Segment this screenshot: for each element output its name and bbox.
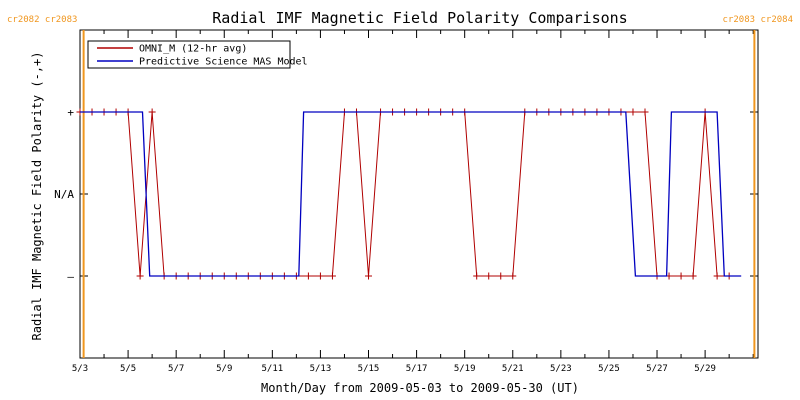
data-point-marker (148, 108, 156, 116)
x-tick-label: 5/27 (646, 364, 668, 374)
data-point-marker (365, 272, 373, 280)
carrington-label: cr2083 cr2084 (723, 15, 793, 25)
legend-label-mas: Predictive Science MAS Model (139, 57, 308, 68)
x-tick-label: 5/7 (168, 364, 184, 374)
legend-label-omni: OMNI_M (12-hr avg) (139, 44, 247, 55)
x-tick-label: 5/11 (261, 364, 283, 374)
data-point-marker (485, 272, 493, 280)
data-point-marker (316, 272, 324, 280)
x-tick-label: 5/3 (72, 364, 88, 374)
data-point-marker (497, 272, 505, 280)
data-point-marker (328, 272, 336, 280)
legend: OMNI_M (12-hr avg) Predictive Science MA… (87, 40, 308, 69)
x-tick-label: 5/23 (550, 364, 572, 374)
data-point-marker (473, 272, 481, 280)
x-tick-label: 5/19 (454, 364, 476, 374)
data-point-marker (629, 108, 637, 116)
x-tick-label: 5/13 (310, 364, 332, 374)
data-point-marker (509, 272, 517, 280)
data-point-marker (689, 272, 697, 280)
x-tick-label: 5/29 (694, 364, 716, 374)
data-point-marker (677, 272, 685, 280)
x-tick-label: 5/21 (502, 364, 524, 374)
x-tick-label: 5/9 (216, 364, 232, 374)
series-line-0 (80, 111, 730, 277)
series-line-1 (80, 111, 742, 277)
y-axis-label: Radial IMF Magnetic Field Polarity (-,+) (30, 52, 44, 341)
data-point-marker (304, 272, 312, 280)
x-tick-label: 5/5 (120, 364, 136, 374)
legend-box (87, 40, 291, 69)
plot-area (79, 29, 759, 359)
x-tick-label: 5/17 (406, 364, 428, 374)
chart-title: Radial IMF Magnetic Field Polarity Compa… (212, 9, 627, 27)
x-tick-label: 5/15 (358, 364, 380, 374)
carrington-label: cr2082 cr2083 (7, 15, 77, 25)
data-point-marker (136, 272, 144, 280)
data-point-marker (713, 272, 721, 280)
y-tick-label: – (67, 270, 74, 283)
x-axis-label: Month/Day from 2009-05-03 to 2009-05-30 … (261, 381, 579, 395)
data-point-marker (641, 108, 649, 116)
y-tick-label: N/A (54, 188, 74, 201)
y-tick-label: + (67, 106, 74, 119)
x-tick-label: 5/25 (598, 364, 620, 374)
